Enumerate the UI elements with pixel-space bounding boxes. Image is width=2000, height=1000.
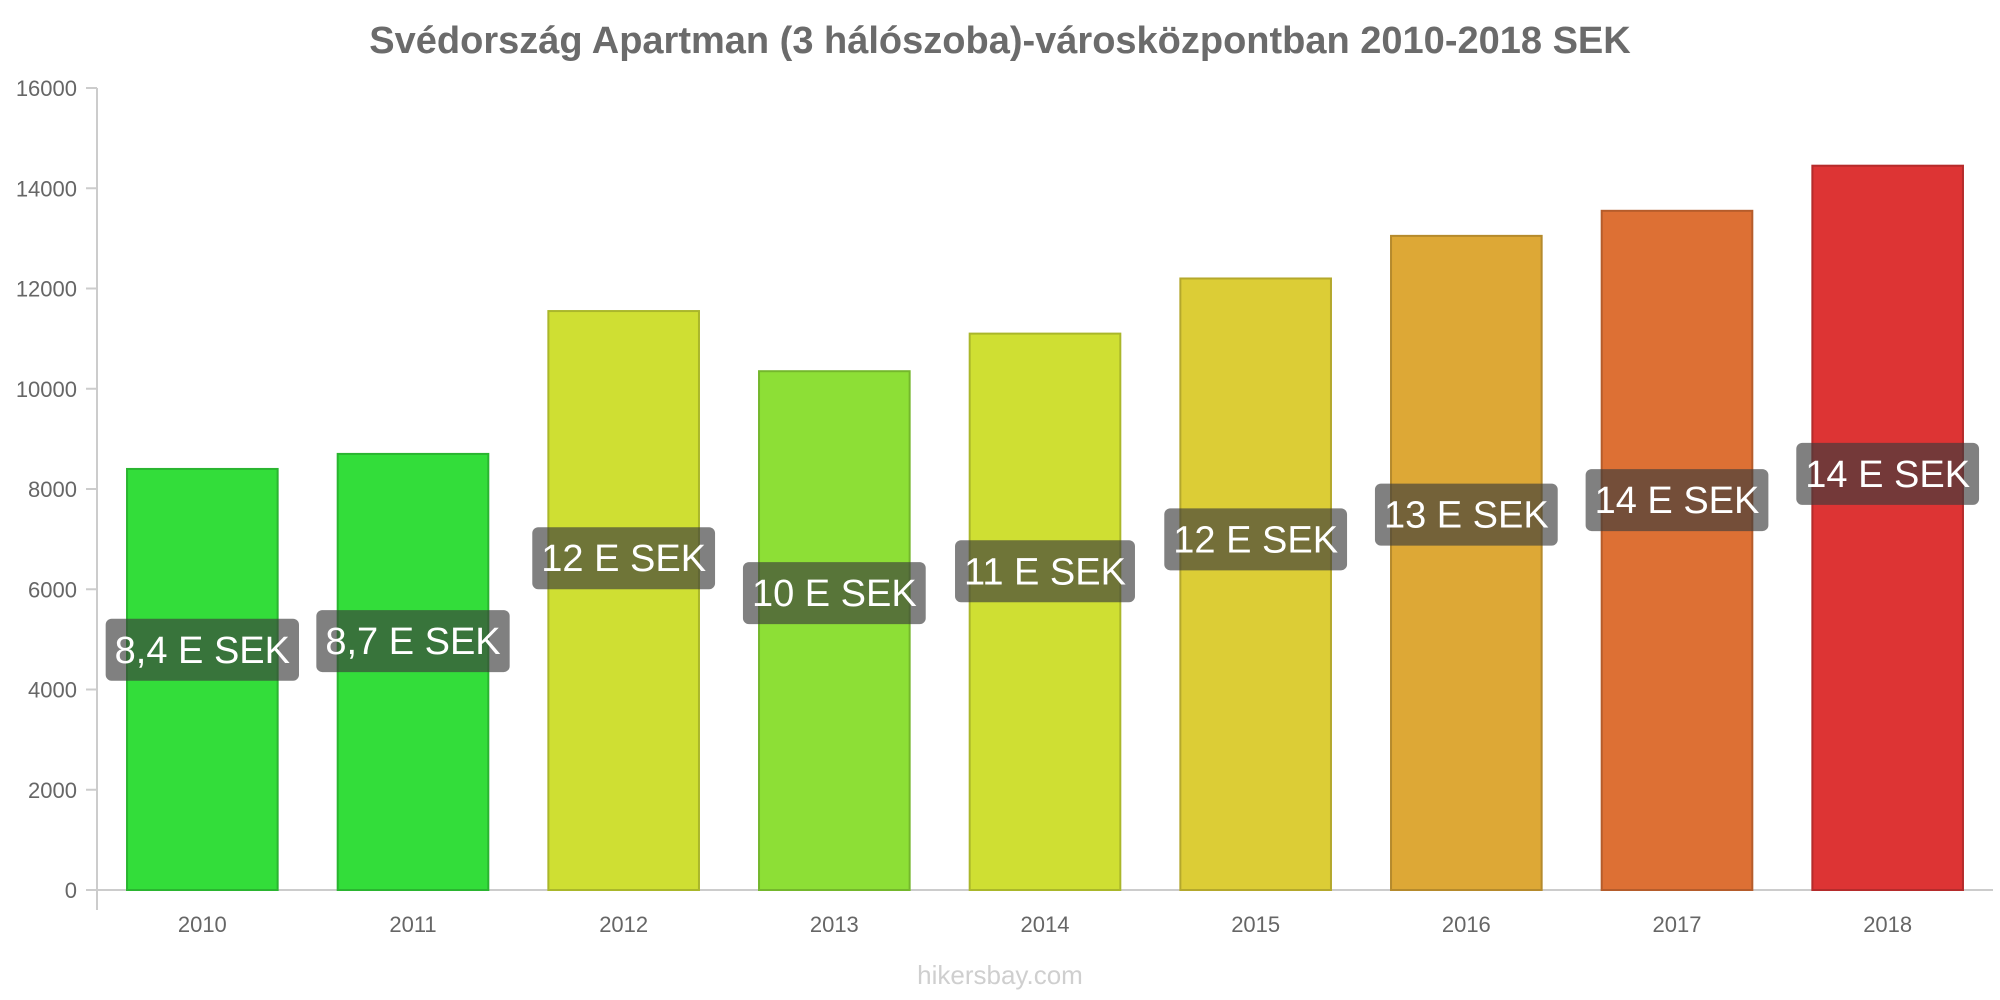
y-tick-label: 8000 bbox=[28, 477, 77, 502]
y-tick-label: 12000 bbox=[16, 277, 77, 302]
data-label-2010: 8,4 E SEK bbox=[105, 618, 299, 681]
data-label-text: 12 E SEK bbox=[541, 538, 706, 580]
x-tick-label: 2012 bbox=[599, 912, 648, 937]
data-label-box bbox=[1164, 508, 1348, 571]
data-label-2014: 11 E SEK bbox=[955, 540, 1135, 603]
data-label-text: 13 E SEK bbox=[1384, 495, 1549, 537]
x-tick-label: 2010 bbox=[178, 912, 227, 937]
data-label-2017: 14 E SEK bbox=[1585, 469, 1769, 532]
y-tick-label: 6000 bbox=[28, 577, 77, 602]
data-label-text: 8,4 E SEK bbox=[115, 630, 290, 672]
x-tick-label: 2015 bbox=[1231, 912, 1280, 937]
data-label-2013: 10 E SEK bbox=[742, 562, 926, 625]
y-tick-label: 16000 bbox=[16, 76, 77, 101]
bar-2013 bbox=[758, 370, 911, 891]
bars bbox=[126, 164, 1964, 892]
data-label-2018: 14 E SEK bbox=[1796, 442, 1980, 505]
x-tick-label: 2018 bbox=[1863, 912, 1912, 937]
y-tick-label: 0 bbox=[65, 878, 77, 903]
data-label-text: 14 E SEK bbox=[1805, 454, 1970, 496]
data-label-2016: 13 E SEK bbox=[1374, 483, 1558, 546]
y-tick-label: 4000 bbox=[28, 678, 77, 703]
data-label-box bbox=[742, 562, 926, 625]
data-label-2015: 12 E SEK bbox=[1164, 508, 1348, 571]
x-axis-labels: 2010 2011 2012 2013 2014 2015 2016 2017 2018 bbox=[178, 912, 1912, 937]
data-label-text: 12 E SEK bbox=[1173, 519, 1338, 561]
x-tick-label: 2013 bbox=[810, 912, 859, 937]
bar-2014 bbox=[968, 332, 1122, 891]
data-label-box bbox=[1374, 483, 1558, 546]
data-label-box bbox=[1585, 469, 1769, 532]
data-label-box bbox=[105, 618, 299, 681]
x-tick-label: 2017 bbox=[1653, 912, 1702, 937]
data-label-text: 8,7 E SEK bbox=[325, 621, 500, 663]
x-tick-label: 2016 bbox=[1442, 912, 1491, 937]
watermark: hikersbay.com bbox=[917, 960, 1083, 990]
data-label-box bbox=[532, 527, 716, 590]
data-label-text: 10 E SEK bbox=[752, 573, 917, 615]
x-tick-label: 2011 bbox=[389, 912, 436, 937]
y-tick-label: 10000 bbox=[16, 377, 77, 402]
bar-2012 bbox=[547, 310, 700, 891]
y-tick-label: 2000 bbox=[28, 778, 77, 803]
x-tick-label: 2014 bbox=[1021, 912, 1070, 937]
bar-2017 bbox=[1600, 209, 1754, 891]
bar-2015 bbox=[1179, 277, 1332, 892]
y-tick-label: 14000 bbox=[16, 176, 77, 201]
data-labels: 8,4 E SEK 8,7 E SEK 12 E SEK 10 E SEK 11 E S… bbox=[105, 442, 1980, 681]
data-label-text: 11 E SEK bbox=[964, 551, 1126, 593]
y-axis-ticks: 0 2000 4000 6000 8000 10000 12000 14000 16000 bbox=[16, 76, 97, 903]
data-label-box bbox=[316, 610, 510, 673]
data-label-2011: 8,7 E SEK bbox=[316, 610, 510, 673]
bar-2016 bbox=[1390, 234, 1543, 891]
data-label-text: 14 E SEK bbox=[1595, 480, 1760, 522]
data-label-box bbox=[955, 540, 1135, 603]
bar-2018 bbox=[1811, 164, 1964, 892]
chart-title: Svédország Apartman (3 hálószoba)-városk… bbox=[369, 20, 1631, 62]
data-label-2012: 12 E SEK bbox=[532, 527, 716, 590]
data-label-box bbox=[1796, 442, 1980, 505]
